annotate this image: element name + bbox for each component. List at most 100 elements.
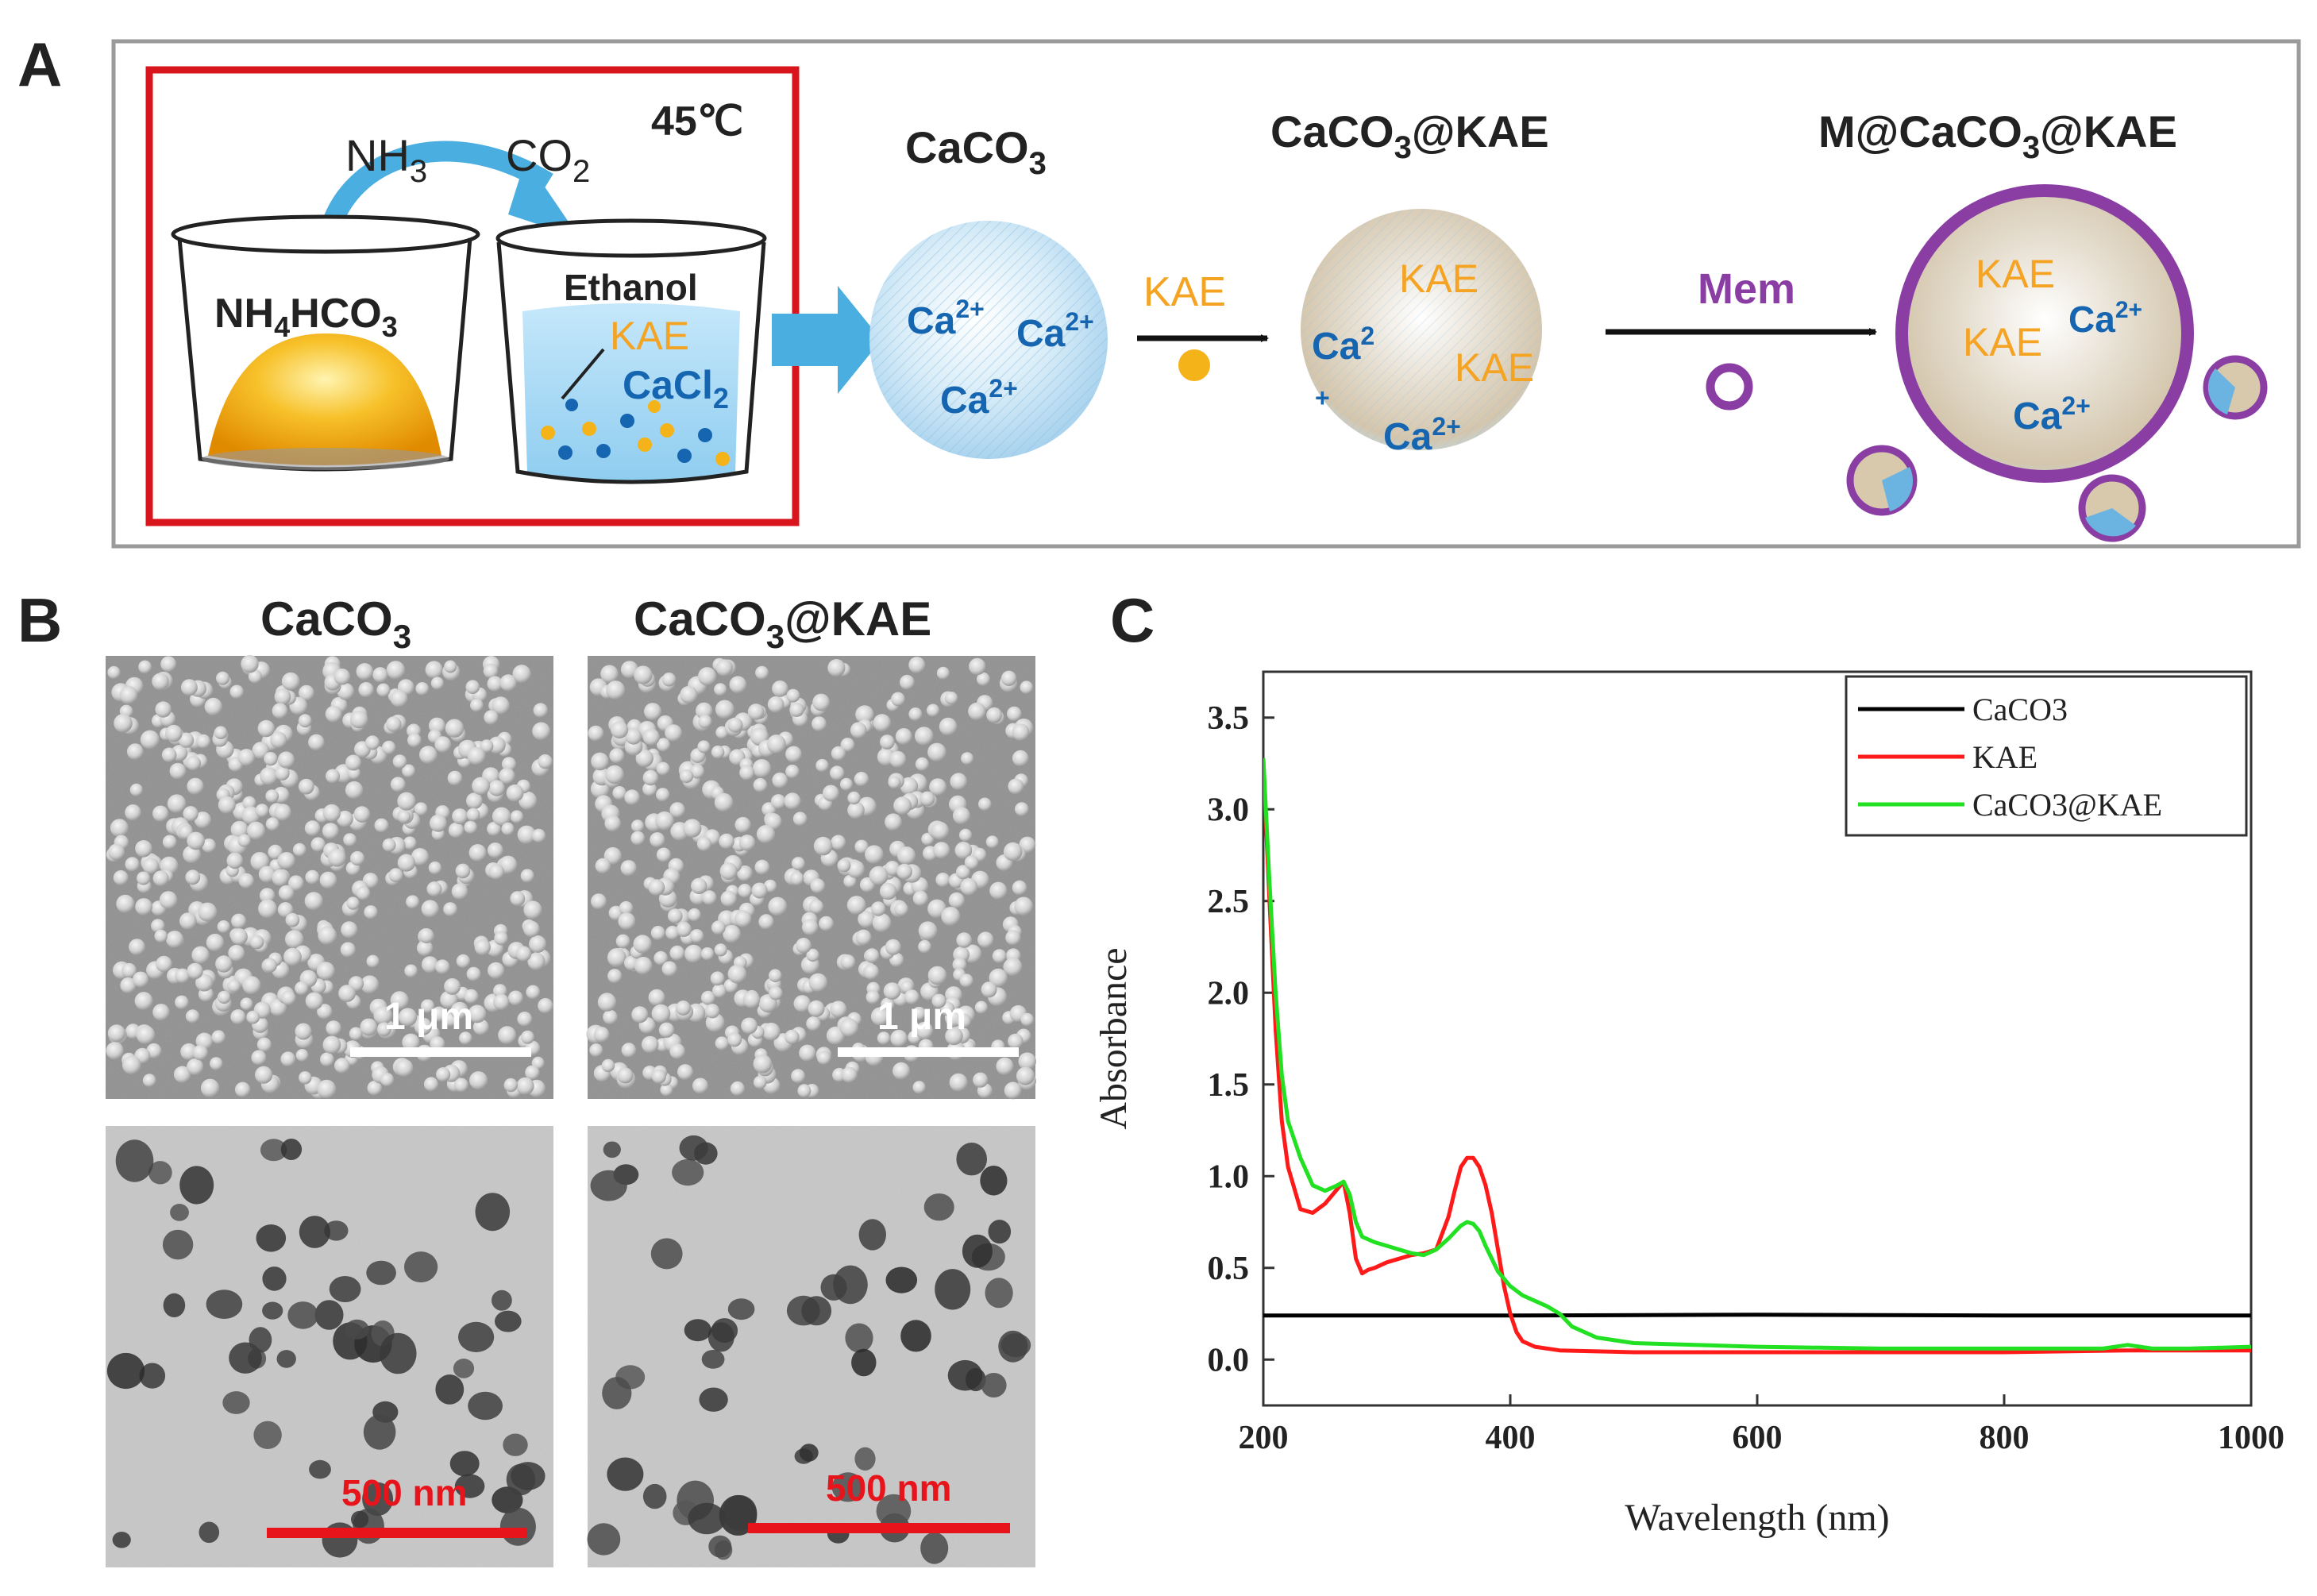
- sem-particle: [283, 947, 302, 966]
- sem-particle: [285, 912, 300, 927]
- sem-particle: [278, 885, 295, 901]
- sem-particle: [436, 1067, 451, 1082]
- tem-particle: [590, 1170, 627, 1201]
- tem-particle: [324, 1220, 349, 1241]
- sem-particle: [879, 882, 897, 900]
- sem-particle: [322, 804, 341, 822]
- sem-particle: [891, 692, 905, 707]
- sem-particle: [837, 858, 851, 873]
- tem-particle: [351, 1510, 369, 1529]
- tem-particle: [262, 1266, 287, 1291]
- sem-particle: [766, 734, 786, 754]
- sem-image-caco3: 1 μm: [106, 654, 553, 1099]
- sem-particle: [1004, 1081, 1022, 1100]
- legend: CaCO3 KAE CaCO3@KAE: [1845, 675, 2248, 837]
- sem-particle: [299, 1071, 312, 1085]
- sem-particle: [690, 764, 705, 779]
- sem-particle: [125, 804, 141, 821]
- sem-particle: [406, 895, 420, 909]
- kae-molecule-icon: [1178, 349, 1210, 381]
- sem-particle: [908, 657, 926, 674]
- sem-particle: [272, 703, 288, 719]
- sem-particle: [298, 714, 312, 728]
- step2-label: Mem: [1698, 265, 1795, 313]
- sem-particle: [265, 789, 280, 803]
- sem-particle: [945, 1027, 963, 1046]
- sem-particle: [641, 1035, 659, 1054]
- sem-particle: [870, 1007, 890, 1026]
- sem-particle: [738, 835, 756, 851]
- series-line-caco3-kae: [1263, 758, 2251, 1351]
- sem-particle: [977, 931, 994, 948]
- sem-particle: [655, 811, 674, 831]
- sem-particle: [167, 794, 187, 813]
- y-tick-label: 0.0: [1208, 1342, 1250, 1378]
- stage1-ion-3: Ca2+: [940, 374, 1018, 422]
- sem-particle: [830, 1000, 847, 1018]
- sem-particle: [617, 1067, 634, 1084]
- sem-particle: [961, 752, 974, 765]
- sem-particle: [941, 907, 961, 926]
- tem-particle: [988, 1220, 1012, 1244]
- sem-particle: [880, 734, 895, 750]
- sem-particle: [633, 935, 652, 954]
- sem-particle: [250, 852, 270, 871]
- sem-particle: [277, 902, 294, 918]
- stage3-kae-2: KAE: [1963, 320, 2042, 364]
- sem-particle: [770, 794, 786, 809]
- stage1-ion-1: Ca2+: [907, 295, 985, 342]
- sem-particle: [929, 778, 947, 796]
- sem-particle: [210, 1057, 223, 1070]
- sem-particle: [326, 1020, 341, 1036]
- tem-particle: [260, 1139, 287, 1162]
- sem-particle: [180, 1043, 198, 1061]
- sem-particle: [827, 659, 846, 677]
- sem-particle: [754, 859, 770, 875]
- sem-particle: [915, 757, 929, 772]
- y-tick-label: 1.0: [1208, 1158, 1250, 1195]
- sem-particle: [840, 738, 855, 752]
- step1-label: KAE: [1143, 269, 1226, 315]
- sem-particle: [680, 769, 694, 784]
- sem-particle: [742, 991, 761, 1008]
- stage2-title: CaCO3@KAE: [1270, 106, 1549, 165]
- sem-particle: [601, 1058, 615, 1073]
- micrograph-col1-title: CaCO3: [260, 592, 411, 655]
- caco3-kae-particle: [1301, 209, 1542, 450]
- sem-particle: [808, 1000, 825, 1017]
- sem-particle: [178, 732, 195, 748]
- sem-particle: [619, 900, 634, 916]
- sem-particle: [517, 825, 536, 845]
- sem-particle: [360, 975, 380, 994]
- tem-scale-bar: [748, 1523, 1010, 1533]
- sem-particle: [272, 869, 289, 887]
- stage2-kae-1: KAE: [1399, 256, 1478, 301]
- sem-particle: [751, 882, 768, 899]
- sem-particle: [343, 833, 357, 846]
- small-coated-particle: [2078, 474, 2146, 542]
- sem-particle: [195, 973, 214, 992]
- sem-particle: [762, 1022, 781, 1041]
- sem-particle: [386, 661, 406, 680]
- sem-particle: [1008, 778, 1024, 795]
- sem-particle: [873, 714, 892, 732]
- sem-particle: [918, 939, 931, 954]
- sem-particle: [480, 739, 494, 753]
- sem-particle: [366, 954, 380, 968]
- sem-particle: [512, 665, 531, 684]
- tem-particle: [499, 1507, 536, 1546]
- tem-particle: [453, 1359, 475, 1378]
- sem-particle: [858, 911, 875, 928]
- sem-particle: [292, 842, 306, 857]
- tem-particle: [980, 1166, 1008, 1196]
- sem-particle: [729, 676, 747, 694]
- sem-particle: [333, 668, 351, 685]
- tem-particle: [468, 1391, 503, 1421]
- sem-particle: [591, 752, 609, 771]
- sem-particle: [630, 831, 646, 846]
- sem-particle: [426, 881, 442, 897]
- sem-particle: [356, 886, 371, 900]
- sem-particle: [950, 773, 967, 790]
- sem-particle: [186, 755, 202, 771]
- sem-particle: [785, 765, 800, 779]
